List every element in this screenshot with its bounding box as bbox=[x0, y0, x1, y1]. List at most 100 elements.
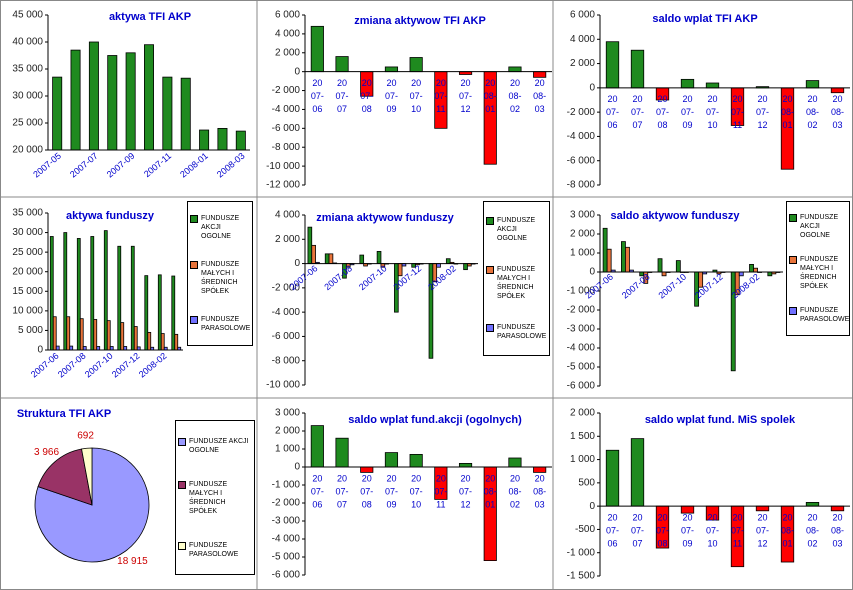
bar bbox=[144, 44, 154, 151]
bar bbox=[830, 87, 845, 94]
legend-label: FUNDUSZE MAŁYCH I ŚREDNICH SPÓŁEK bbox=[189, 480, 228, 515]
bar bbox=[307, 226, 313, 264]
y-tick-label: 3 000 bbox=[275, 408, 300, 419]
x-tick-label: 08- bbox=[533, 486, 546, 496]
legend-label: FUNDUSZE PARASOLOWE bbox=[497, 324, 547, 340]
y-tick-label: 35 000 bbox=[12, 64, 43, 75]
y-tick-label: -1 000 bbox=[567, 286, 596, 297]
y-tick-label: -8 000 bbox=[272, 355, 301, 366]
y-tick-label: 4 000 bbox=[570, 34, 595, 45]
legend-box: FUNDUSZE AKCJI OGOLNE FUNDUSZE MAŁYCH I Ś… bbox=[187, 201, 253, 346]
bar bbox=[533, 71, 547, 78]
y-tick-label: -6 000 bbox=[272, 331, 301, 342]
bar bbox=[310, 25, 324, 73]
y-tick-label: -4 000 bbox=[567, 131, 596, 142]
bar bbox=[630, 438, 645, 507]
x-tick-label: 20 bbox=[510, 473, 520, 483]
x-tick-label: 20 bbox=[510, 78, 520, 88]
chart-title: saldo wplat fund. MiS spolek bbox=[645, 414, 796, 426]
bar bbox=[661, 271, 667, 277]
y-tick-label: 2 000 bbox=[570, 408, 595, 419]
bar bbox=[360, 466, 374, 473]
bar bbox=[117, 245, 122, 351]
x-tick-label: 10 bbox=[707, 120, 717, 130]
bar bbox=[755, 505, 770, 512]
x-tick-label: 07- bbox=[656, 107, 669, 117]
x-tick-label: 20 bbox=[832, 94, 842, 104]
x-tick-label: 07- bbox=[731, 526, 744, 536]
chart-title: saldo wplat TFI AKP bbox=[652, 13, 757, 25]
y-tick-label: 1 000 bbox=[275, 444, 300, 455]
x-tick-label: 08 bbox=[657, 539, 667, 549]
y-tick-label: -6 000 bbox=[272, 123, 301, 134]
x-tick-label: 03 bbox=[832, 120, 842, 130]
x-tick-label: 20 bbox=[782, 94, 792, 104]
bar bbox=[63, 232, 68, 351]
x-tick-label: 20 bbox=[657, 94, 667, 104]
x-tick-label: 07 bbox=[632, 120, 642, 130]
y-tick-label: -3 000 bbox=[567, 324, 596, 335]
x-tick-label: 10 bbox=[411, 104, 421, 114]
x-tick-label: 20 bbox=[386, 78, 396, 88]
x-tick-label: 07- bbox=[410, 486, 423, 496]
bar bbox=[52, 76, 63, 151]
chart-title: saldo aktywow funduszy bbox=[611, 210, 741, 222]
legend-item: FUNDUSZE PARASOLOWE bbox=[190, 315, 250, 333]
y-tick-label: 4 000 bbox=[275, 29, 300, 40]
bar bbox=[162, 76, 173, 151]
chart-title: Struktura TFI AKP bbox=[17, 408, 111, 420]
legend: FUNDUSZE AKCJI OGOLNE FUNDUSZE MAŁYCH I Ś… bbox=[786, 201, 850, 336]
bar bbox=[160, 333, 165, 351]
bar bbox=[96, 346, 101, 351]
x-tick-label: 20 bbox=[485, 78, 495, 88]
legend-label: FUNDUSZE AKCJI OGOLNE bbox=[189, 437, 249, 454]
legend-item: FUNDUSZE MAŁYCH I ŚREDNICH SPÓŁEK bbox=[190, 260, 250, 296]
bar bbox=[397, 263, 403, 277]
legend-label: FUNDUSZE AKCJI OGOLNE bbox=[497, 217, 536, 242]
x-tick-label: 20 bbox=[362, 78, 372, 88]
x-tick-label: 06 bbox=[607, 539, 617, 549]
x-tick-label: 07- bbox=[631, 526, 644, 536]
x-tick-label: 01 bbox=[782, 539, 792, 549]
x-tick-label: 20 bbox=[535, 473, 545, 483]
x-tick-label: 08- bbox=[831, 526, 844, 536]
y-tick-label: 0 bbox=[37, 345, 43, 356]
legend-swatch bbox=[190, 215, 198, 224]
y-tick-label: -2 000 bbox=[272, 85, 301, 96]
bar bbox=[730, 271, 736, 372]
x-tick-label: 20 bbox=[757, 513, 767, 523]
y-tick-label: 0 bbox=[294, 462, 300, 473]
x-tick-label: 20 bbox=[607, 513, 617, 523]
y-tick-label: 30 000 bbox=[12, 91, 43, 102]
bar bbox=[508, 457, 522, 468]
x-tick-label: 07- bbox=[410, 91, 423, 101]
x-tick-label: 03 bbox=[832, 539, 842, 549]
legend-swatch bbox=[789, 255, 797, 264]
x-tick-label: 20 bbox=[485, 473, 495, 483]
bar bbox=[602, 227, 608, 273]
bar bbox=[157, 274, 162, 351]
slice-label: 18 915 bbox=[117, 556, 148, 567]
bar bbox=[445, 258, 451, 264]
bar bbox=[749, 263, 754, 273]
legend-swatch bbox=[486, 266, 494, 274]
x-tick-label: 02 bbox=[510, 104, 520, 114]
x-tick-label: 01 bbox=[485, 104, 495, 114]
legend-box: FUNDUSZE AKCJI OGOLNE FUNDUSZE MAŁYCH I Ś… bbox=[175, 420, 255, 575]
x-tick-label: 20 bbox=[461, 78, 471, 88]
y-tick-label: 3 000 bbox=[570, 210, 595, 221]
x-tick-label: 20 bbox=[732, 94, 742, 104]
x-tick-label: 07- bbox=[706, 526, 719, 536]
legend-item: FUNDUSZE PARASOLOWE bbox=[486, 323, 547, 341]
x-tick-label: 20 bbox=[386, 473, 396, 483]
bar bbox=[409, 57, 423, 73]
y-tick-label: 15 000 bbox=[12, 286, 43, 297]
x-tick-label: 20 bbox=[757, 94, 767, 104]
y-tick-label: 25 000 bbox=[12, 247, 43, 258]
pie-slice bbox=[81, 447, 93, 506]
y-tick-label: 30 000 bbox=[12, 227, 43, 238]
legend-label: FUNDUSZE AKCJI OGOLNE bbox=[800, 213, 839, 239]
x-tick-label: 20 bbox=[657, 513, 667, 523]
x-tick-label: 03 bbox=[535, 499, 545, 509]
